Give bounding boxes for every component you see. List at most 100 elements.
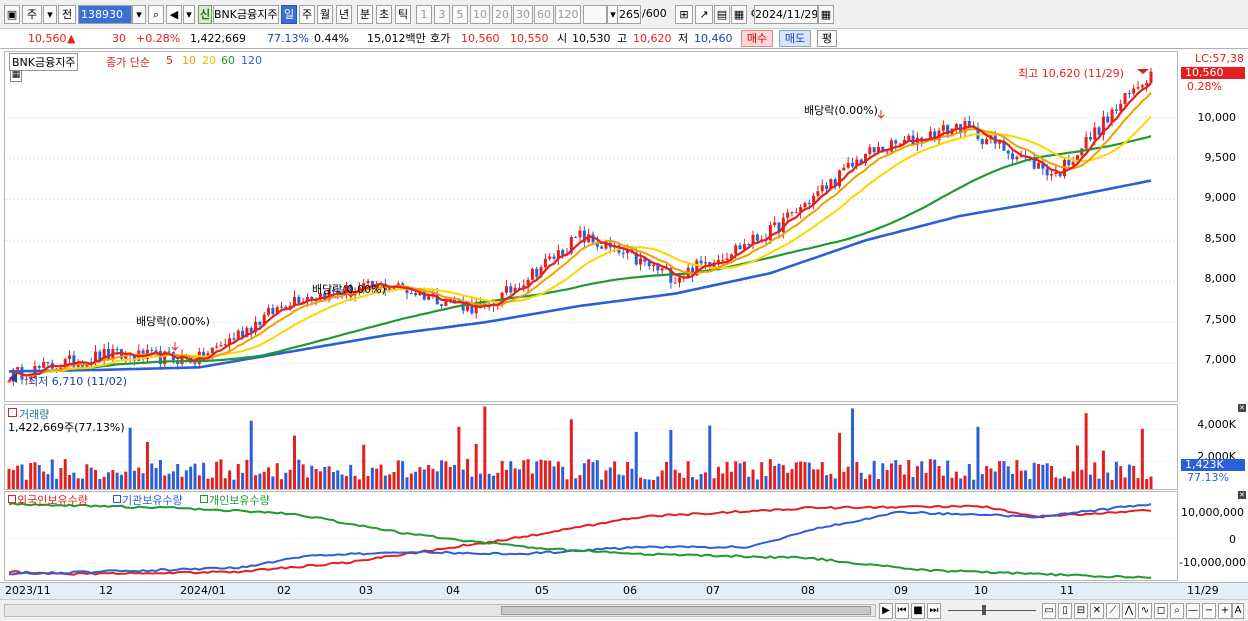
period-minute[interactable]: 분 (357, 5, 373, 24)
save-icon[interactable]: ▤ (714, 5, 730, 24)
interval-5[interactable]: 5 (452, 5, 468, 24)
interval-20[interactable]: 20 (492, 5, 512, 24)
trend-icon[interactable]: ⟋ (1106, 603, 1120, 619)
buy-button[interactable]: 매수 (741, 30, 773, 47)
avg-button[interactable]: 평 (817, 30, 837, 47)
candle-body (1006, 150, 1010, 154)
x-label-02: 02 (277, 584, 291, 597)
volume-close-icon[interactable]: ✕ (1238, 404, 1246, 412)
scroll-first-icon[interactable]: ⏮ (895, 603, 909, 619)
volume-bar (167, 473, 171, 489)
interval-30[interactable]: 30 (513, 5, 533, 24)
volume-bar (37, 465, 41, 489)
sell-button[interactable]: 매도 (779, 30, 811, 47)
zoom-slider[interactable] (948, 610, 1036, 611)
volume-bar (1032, 462, 1036, 489)
volume-bar (613, 461, 617, 489)
volume-bar (608, 467, 612, 489)
scroll-last-icon[interactable]: ⏭ (927, 603, 941, 619)
holding-panel[interactable]: 외국인보유수량 기관보유수량 개인보유수량 (4, 491, 1178, 581)
candle-body (677, 277, 681, 283)
scroll-thumb[interactable] (501, 606, 871, 615)
volume-bar (656, 476, 660, 489)
interval-60[interactable]: 60 (534, 5, 554, 24)
pattern-icon[interactable]: ⋀ (1122, 603, 1136, 619)
zoom-icon[interactable]: ⌕ (1170, 603, 1184, 619)
candle-body (794, 212, 798, 214)
calendar-icon[interactable]: ▦ (818, 5, 834, 24)
candle-body (833, 179, 837, 187)
speaker-icon[interactable]: ◀ (166, 5, 182, 24)
disk-icon[interactable]: ▦ (731, 5, 747, 24)
grid-icon[interactable]: ▦ (10, 70, 22, 82)
period-month[interactable]: 월 (317, 5, 333, 24)
code-dropdown-icon[interactable]: ▾ (132, 5, 146, 24)
high-annotation: 최고 10,620 (11/29) (1018, 67, 1125, 80)
period-day[interactable]: 일 (281, 5, 297, 24)
interval-10[interactable]: 10 (470, 5, 490, 24)
line-icon[interactable]: — (1186, 603, 1200, 619)
wave-icon[interactable]: ∿ (1138, 603, 1152, 619)
x-label-06: 06 (623, 584, 637, 597)
volume-bar (725, 461, 729, 489)
candle-body (561, 250, 565, 255)
volume-bar (777, 463, 781, 489)
period-year[interactable]: 년 (336, 5, 352, 24)
prev-button[interactable]: 전 (58, 5, 76, 24)
volume-bar (254, 475, 258, 489)
candle-body (690, 267, 694, 276)
candle-body (1101, 116, 1105, 135)
date-input[interactable]: 2024/11/29 (754, 5, 818, 24)
minus-icon[interactable]: − (1202, 603, 1216, 619)
draw-icon[interactable]: ↗ (695, 5, 713, 24)
market-dropdown-icon[interactable]: ▾ (43, 5, 57, 24)
hold-tick-neg10m: -10,000,000 (1179, 556, 1246, 569)
holding-close-icon[interactable]: ✕ (1238, 491, 1246, 499)
candle-body (747, 244, 751, 246)
high-label: 고 (617, 32, 628, 45)
volume-bar (799, 461, 803, 489)
code-input[interactable]: 138930 (78, 5, 132, 24)
price-panel[interactable]: BNK금융지주 종가 단순 5 10 20 60 120 ▦ 최고 10,620… (4, 51, 1178, 402)
scroll-right-icon[interactable]: ▶ (879, 603, 893, 619)
layout-icon[interactable]: ▭ (1042, 603, 1056, 619)
volume-bar (760, 462, 764, 489)
volume-bar (258, 473, 262, 489)
font-icon[interactable]: A (1232, 603, 1244, 619)
period-second[interactable]: 초 (376, 5, 392, 24)
price-chart[interactable] (5, 52, 1177, 401)
candle-body (318, 293, 322, 299)
candle-body (872, 147, 876, 153)
period-week[interactable]: 주 (299, 5, 315, 24)
stock-tag[interactable]: BNK금융지주 (9, 53, 79, 71)
market-select[interactable]: 주 (22, 5, 42, 24)
split-icon[interactable]: ▯ (1058, 603, 1072, 619)
period-tick[interactable]: 틱 (395, 5, 411, 24)
volume-panel[interactable]: 거래량 1,422,669주(77.13%) (4, 404, 1178, 490)
plus-icon[interactable]: + (1218, 603, 1232, 619)
volume-bar (29, 462, 33, 489)
indicator-icon[interactable]: ⊞ (675, 5, 693, 24)
stop-icon[interactable]: ■ (911, 603, 925, 619)
volume-bar (293, 435, 296, 489)
interval-120[interactable]: 120 (555, 5, 581, 24)
holding-chart[interactable] (5, 492, 1177, 580)
search-icon[interactable]: ⌕ (148, 5, 164, 24)
square-icon[interactable]: ◻ (1154, 603, 1168, 619)
candle-body (548, 256, 552, 259)
interval-3[interactable]: 3 (434, 5, 450, 24)
volume-bar (864, 478, 867, 489)
volume-chart[interactable] (5, 405, 1177, 489)
cross-icon[interactable]: ✕ (1090, 603, 1104, 619)
scroll-track[interactable] (4, 604, 876, 617)
compare-icon[interactable]: ⊟ (1074, 603, 1088, 619)
interval-1[interactable]: 1 (416, 5, 432, 24)
candle-body (68, 355, 72, 360)
zoom-slider-handle[interactable] (982, 605, 986, 615)
window-icon[interactable]: ▣ (4, 5, 20, 24)
volume-bar (236, 464, 240, 489)
speaker-dropdown-icon[interactable]: ▾ (183, 5, 195, 24)
count-input[interactable]: 265 (617, 5, 641, 24)
interval-custom-input[interactable] (583, 5, 607, 24)
volume-bar (470, 476, 474, 489)
